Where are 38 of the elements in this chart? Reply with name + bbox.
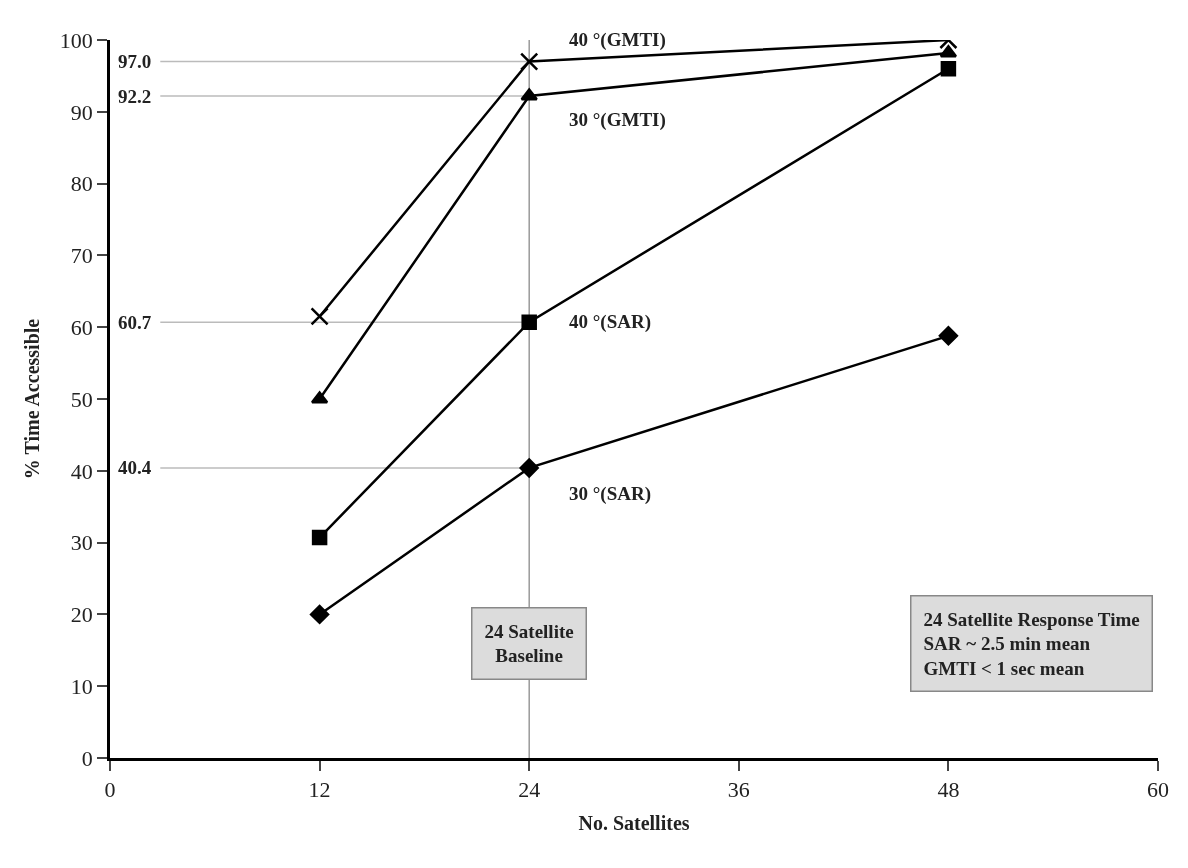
x-tick-label: 36: [727, 777, 750, 803]
y-tick-label: 100: [59, 27, 93, 53]
annotation: 24 Satellite Response Time SAR ~ 2.5 min mean GMTI < 1 sec mean: [923, 608, 1140, 679]
y-tick-label: 40: [70, 458, 93, 484]
point: [309, 604, 330, 625]
y-tick-label: 0: [81, 745, 93, 771]
x-tick-label: 24: [518, 777, 541, 803]
ref-line-label: 60.7: [118, 312, 152, 333]
point: [940, 60, 957, 77]
point: [938, 326, 959, 346]
series-label: 30 °(GMTI): [569, 109, 666, 131]
y-tick-label: 30: [70, 530, 93, 556]
x-tick-label: 0: [104, 777, 116, 803]
series-label: 30 °(SAR): [569, 483, 652, 505]
y-tick-label: 50: [70, 386, 93, 412]
y-tick-label: 80: [70, 171, 93, 197]
ref-line-label: 92.2: [118, 86, 152, 107]
x-tick-label: 48: [937, 777, 960, 803]
ref-line-label: 40.4: [118, 457, 152, 478]
annotation: 24 Satellite Baseline: [484, 620, 574, 667]
ref-line-label: 97.0: [118, 51, 152, 72]
y-axis-title: % Time Accessible: [21, 318, 44, 480]
y-tick-label: 90: [70, 99, 93, 125]
point: [310, 307, 329, 326]
point: [519, 458, 539, 478]
y-tick-label: 20: [70, 602, 93, 628]
point: [519, 52, 539, 71]
point: [521, 314, 537, 330]
y-tick-label: 70: [70, 243, 93, 269]
y-tick-label: 10: [70, 673, 93, 699]
y-tick-label: 60: [70, 314, 93, 340]
point: [520, 88, 538, 101]
series-label: 40 °(GMTI): [569, 29, 666, 51]
x-tick-label: 60: [1147, 777, 1169, 803]
x-axis-title: No. Satellites: [578, 811, 690, 834]
point: [311, 529, 328, 546]
x-tick-label: 12: [308, 777, 331, 803]
series-label: 40 °(SAR): [569, 311, 652, 333]
